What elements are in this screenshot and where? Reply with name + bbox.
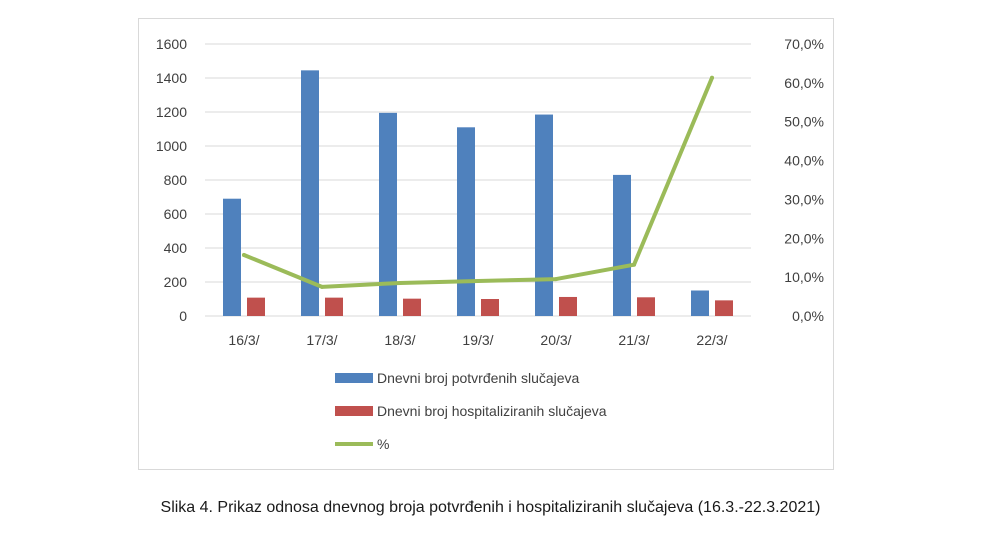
bar-confirmed: [535, 114, 553, 316]
y-right-tick-label: 20,0%: [784, 230, 824, 246]
y-right-tick-label: 10,0%: [784, 269, 824, 285]
legend: Dnevni broj potvrđenih slučajeva Dnevni b…: [335, 370, 607, 452]
y-left-tick-label: 200: [164, 274, 188, 290]
combo-chart: 0 200 400 600 800 1000 1200 1400 1600 0,0% 10,0% 20…: [156, 36, 824, 452]
bar-confirmed: [301, 70, 319, 316]
legend-swatch-confirmed: [335, 373, 373, 383]
legend-label: Dnevni broj potvrđenih slučajeva: [377, 370, 580, 386]
x-tick-label: 17/3/: [306, 332, 337, 348]
line-point: [710, 75, 714, 80]
y-left-tick-label: 1000: [156, 138, 187, 154]
bar-hospitalized: [325, 297, 343, 316]
line-point: [554, 277, 558, 282]
bar-hospitalized: [481, 299, 499, 316]
bar-hospitalized: [403, 298, 421, 316]
bar-confirmed: [613, 174, 631, 316]
bar-hospitalized: [637, 297, 655, 316]
y-left-tick-label: 1400: [156, 70, 187, 86]
y-left-tick-label: 1600: [156, 36, 187, 52]
legend-label: Dnevni broj hospitaliziranih slučajeva: [377, 403, 607, 419]
line-point: [242, 252, 246, 257]
x-tick-label: 16/3/: [228, 332, 259, 348]
y-right-tick-label: 40,0%: [784, 153, 824, 169]
bars: [223, 70, 733, 316]
y-right-tick-label: 30,0%: [784, 191, 824, 207]
bar-hospitalized: [715, 300, 733, 316]
x-tick-label: 21/3/: [618, 332, 649, 348]
bar-confirmed: [457, 127, 475, 316]
y-left-tick-label: 600: [164, 206, 188, 222]
y-right-tick-label: 70,0%: [784, 36, 824, 52]
axes: 0 200 400 600 800 1000 1200 1400 1600 0,0% 10,0% 20…: [156, 36, 824, 348]
grid-lines: [205, 43, 751, 317]
bar-confirmed: [691, 290, 709, 316]
bar-confirmed: [379, 112, 397, 316]
y-right-tick-label: 50,0%: [784, 114, 824, 130]
figure-caption: Slika 4. Prikaz odnosa dnevnog broja pot…: [160, 499, 821, 516]
x-tick-label: 18/3/: [384, 332, 415, 348]
line-point: [476, 279, 480, 284]
y-left-tick-label: 800: [164, 172, 188, 188]
x-tick-label: 20/3/: [540, 332, 571, 348]
y-left-tick-label: 400: [164, 240, 188, 256]
legend-label: %: [377, 436, 389, 452]
line-point: [398, 280, 402, 285]
line-point: [632, 262, 636, 267]
y-right-tick-label: 60,0%: [784, 75, 824, 91]
bar-hospitalized: [247, 297, 265, 316]
y-left-tick-label: 0: [179, 308, 187, 324]
y-left-tick-label: 1200: [156, 104, 187, 120]
x-tick-label: 19/3/: [462, 332, 493, 348]
x-tick-label: 22/3/: [696, 332, 727, 348]
percent-line: [242, 75, 714, 289]
y-right-tick-label: 0,0%: [792, 308, 824, 324]
chart-frame: 0 200 400 600 800 1000 1200 1400 1600 0,0% 10,0% 20…: [138, 18, 834, 470]
line-point: [320, 284, 324, 289]
bar-confirmed: [223, 198, 241, 316]
legend-swatch-hospitalized: [335, 406, 373, 416]
bar-hospitalized: [559, 296, 577, 316]
